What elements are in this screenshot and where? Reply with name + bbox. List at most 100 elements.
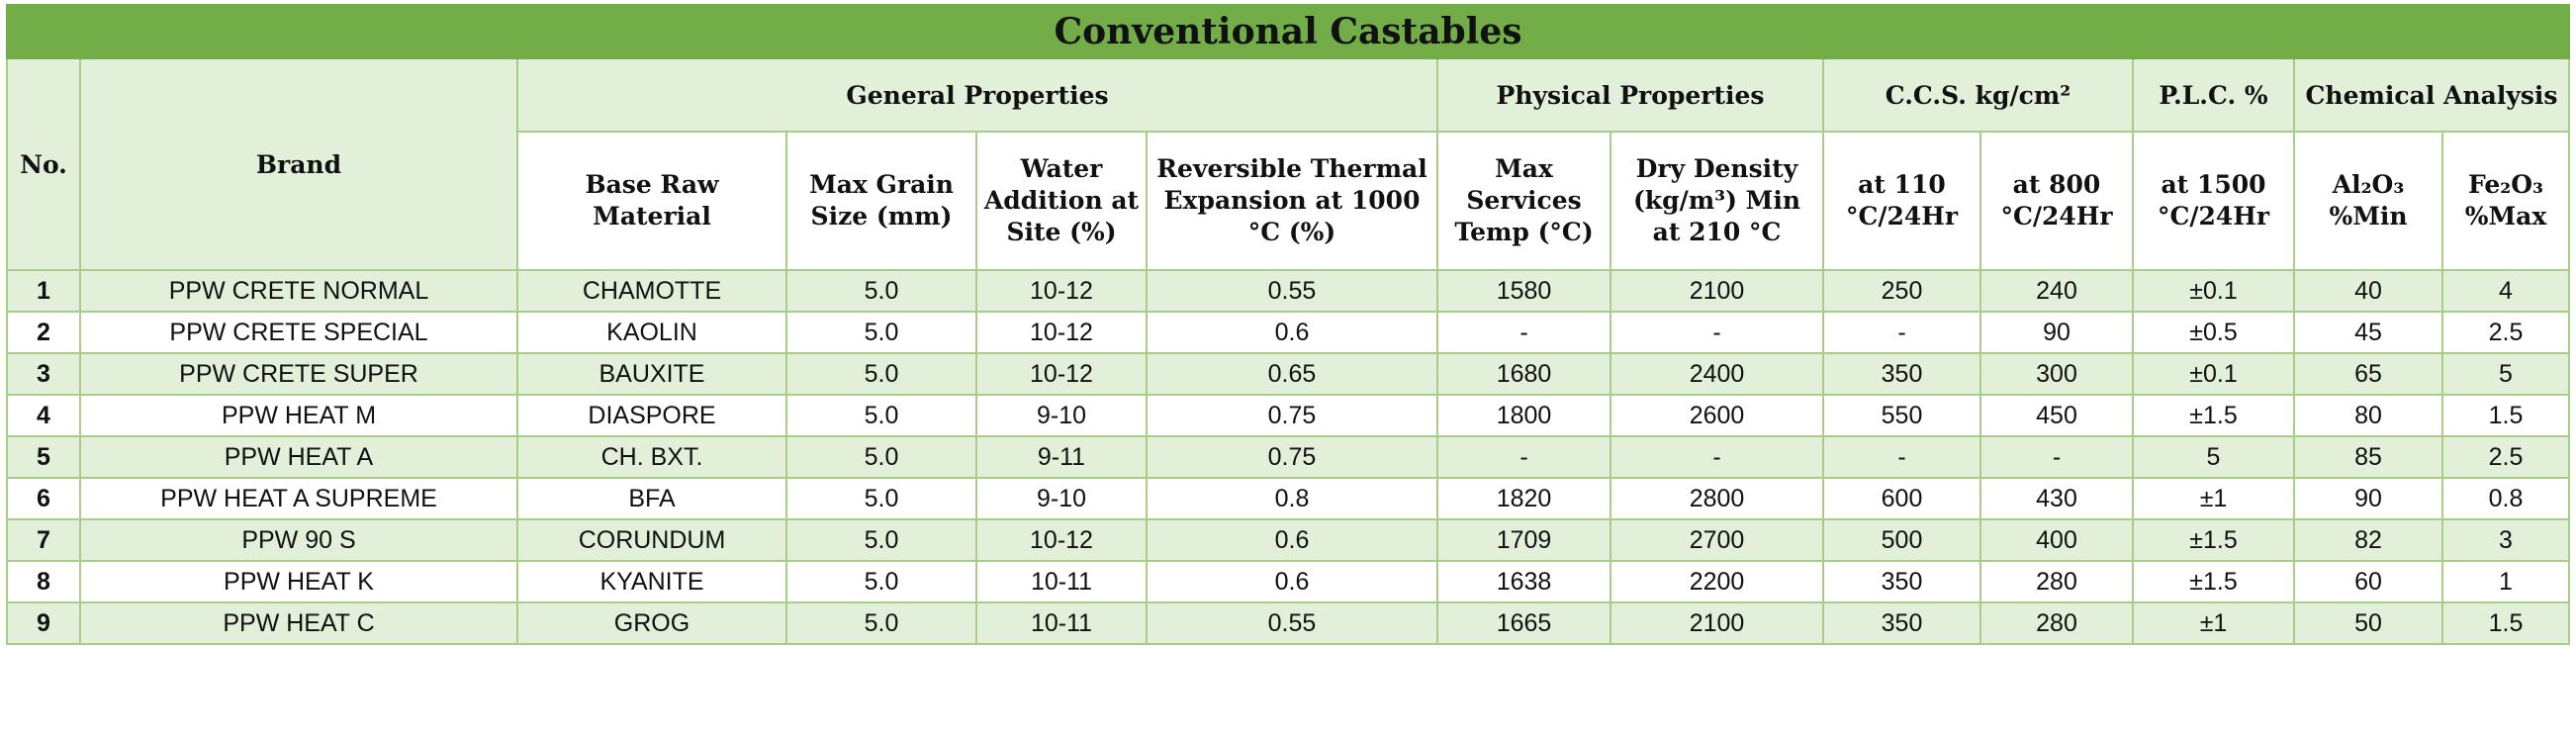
cell-grain: 5.0 — [785, 601, 977, 645]
header-dry-density: Dry Density (kg/m³) Min at 210 °C — [1610, 131, 1824, 271]
header-al2o3: Al₂O₃ %Min — [2293, 131, 2443, 271]
cell-plc: ±1 — [2132, 601, 2295, 645]
cell-fe2o3: 4 — [2441, 269, 2570, 313]
cell-no: 3 — [6, 352, 81, 396]
cell-rte: 0.6 — [1146, 560, 1438, 603]
cell-density: 2600 — [1610, 394, 1824, 437]
cell-ccs800: 400 — [1979, 518, 2134, 562]
cell-base: CH. BXT. — [516, 435, 787, 479]
header-water-addition: Water Addition at Site (%) — [975, 131, 1148, 271]
cell-base: KYANITE — [516, 560, 787, 603]
cell-ccs800: - — [1979, 435, 2134, 479]
table-row: 7 PPW 90 S CORUNDUM 5.0 10-12 0.6 1709 2700 500 4… — [6, 518, 2570, 562]
cell-al2o3: 50 — [2293, 601, 2443, 645]
header-max-services-temp: Max Services Temp (°C) — [1436, 131, 1611, 271]
table-row: 9 PPW HEAT C GROG 5.0 10-11 0.55 1665 2100 350 28… — [6, 601, 2570, 645]
table-row: 4 PPW HEAT M DIASPORE 5.0 9-10 0.75 1800 2600 55… — [6, 394, 2570, 437]
cell-ccs110: 550 — [1822, 394, 1981, 437]
cell-ccs800: 90 — [1979, 311, 2134, 354]
header-fe2o3: Fe₂O₃ %Max — [2441, 131, 2570, 271]
cell-fe2o3: 1.5 — [2441, 601, 2570, 645]
cell-brand: PPW HEAT M — [79, 394, 518, 437]
cell-base: GROG — [516, 601, 787, 645]
header-max-grain-size: Max Grain Size (mm) — [785, 131, 977, 271]
cell-brand: PPW CRETE SUPER — [79, 352, 518, 396]
cell-water: 10-12 — [975, 352, 1148, 396]
cell-no: 4 — [6, 394, 81, 437]
cell-no: 8 — [6, 560, 81, 603]
cell-base: KAOLIN — [516, 311, 787, 354]
table-row: 2 PPW CRETE SPECIAL KAOLIN 5.0 10-12 0.6- - -90… — [6, 311, 2570, 354]
cell-al2o3: 65 — [2293, 352, 2443, 396]
cell-plc: ±0.1 — [2132, 269, 2295, 313]
cell-ccs110: 350 — [1822, 560, 1981, 603]
cell-grain: 5.0 — [785, 560, 977, 603]
cell-brand: PPW HEAT K — [79, 560, 518, 603]
cell-no: 2 — [6, 311, 81, 354]
table-row: 5 PPW HEAT A CH. BXT. 5.0 9-11 0.75- - - -5 85 2.5 — [6, 435, 2570, 479]
cell-rte: 0.75 — [1146, 435, 1438, 479]
header-chemical-analysis: Chemical Analysis — [2293, 57, 2570, 133]
header-reversible-thermal-expansion: Reversible Thermal Expansion at 1000 °C … — [1146, 131, 1438, 271]
cell-ccs110: - — [1822, 311, 1981, 354]
cell-fe2o3: 1 — [2441, 560, 2570, 603]
cell-no: 9 — [6, 601, 81, 645]
cell-ccs110: - — [1822, 435, 1981, 479]
cell-al2o3: 45 — [2293, 311, 2443, 354]
cell-base: DIASPORE — [516, 394, 787, 437]
cell-grain: 5.0 — [785, 269, 977, 313]
cell-water: 10-12 — [975, 518, 1148, 562]
cell-plc: ±0.1 — [2132, 352, 2295, 396]
cell-al2o3: 85 — [2293, 435, 2443, 479]
cell-grain: 5.0 — [785, 435, 977, 479]
cell-brand: PPW HEAT A SUPREME — [79, 477, 518, 520]
cell-brand: PPW CRETE NORMAL — [79, 269, 518, 313]
cell-no: 5 — [6, 435, 81, 479]
cell-density: 2700 — [1610, 518, 1824, 562]
cell-fe2o3: 0.8 — [2441, 477, 2570, 520]
cell-rte: 0.65 — [1146, 352, 1438, 396]
cell-density: - — [1610, 435, 1824, 479]
cell-grain: 5.0 — [785, 518, 977, 562]
cell-al2o3: 60 — [2293, 560, 2443, 603]
header-no: No. — [6, 57, 81, 271]
cell-density: 2100 — [1610, 269, 1824, 313]
cell-grain: 5.0 — [785, 477, 977, 520]
table-body: 1 PPW CRETE NORMAL CHAMOTTE 5.0 10-12 0.55 158… — [6, 269, 2570, 645]
table-row: 6 PPW HEAT A SUPREME BFA 5.0 9-10 0.8 1820 2800… — [6, 477, 2570, 520]
cell-no: 6 — [6, 477, 81, 520]
cell-temp: 1680 — [1436, 352, 1611, 396]
header-ccs-800: at 800 °C/24Hr — [1979, 131, 2134, 271]
cell-rte: 0.75 — [1146, 394, 1438, 437]
cell-base: BAUXITE — [516, 352, 787, 396]
cell-rte: 0.6 — [1146, 311, 1438, 354]
cell-plc: ±1.5 — [2132, 560, 2295, 603]
header-ccs-110: at 110 °C/24Hr — [1822, 131, 1981, 271]
cell-temp: - — [1436, 435, 1611, 479]
cell-water: 10-11 — [975, 601, 1148, 645]
table-row: 3 PPW CRETE SUPER BAUXITE 5.0 10-12 0.65 1680 2… — [6, 352, 2570, 396]
cell-water: 9-10 — [975, 394, 1148, 437]
cell-temp: 1665 — [1436, 601, 1611, 645]
cell-ccs800: 450 — [1979, 394, 2134, 437]
cell-al2o3: 40 — [2293, 269, 2443, 313]
cell-base: BFA — [516, 477, 787, 520]
cell-ccs800: 280 — [1979, 601, 2134, 645]
cell-rte: 0.55 — [1146, 601, 1438, 645]
cell-rte: 0.8 — [1146, 477, 1438, 520]
cell-temp: - — [1436, 311, 1611, 354]
cell-density: - — [1610, 311, 1824, 354]
cell-water: 9-10 — [975, 477, 1148, 520]
cell-temp: 1580 — [1436, 269, 1611, 313]
table-title: Conventional Castables — [6, 4, 2570, 59]
cell-fe2o3: 2.5 — [2441, 311, 2570, 354]
cell-ccs110: 350 — [1822, 352, 1981, 396]
cell-plc: 5 — [2132, 435, 2295, 479]
cell-base: CORUNDUM — [516, 518, 787, 562]
cell-plc: ±1.5 — [2132, 394, 2295, 437]
header-plc: P.L.C. % — [2132, 57, 2295, 133]
cell-water: 10-12 — [975, 311, 1148, 354]
cell-grain: 5.0 — [785, 394, 977, 437]
cell-temp: 1820 — [1436, 477, 1611, 520]
cell-ccs110: 250 — [1822, 269, 1981, 313]
